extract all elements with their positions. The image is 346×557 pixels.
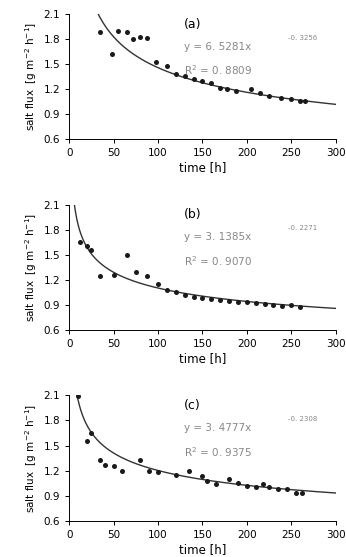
Text: (b): (b) xyxy=(184,208,201,221)
Point xyxy=(89,428,94,437)
Point xyxy=(146,466,152,475)
Point xyxy=(248,85,254,94)
Point xyxy=(89,245,94,254)
Point xyxy=(186,466,192,475)
Text: -0. 3256: -0. 3256 xyxy=(288,35,317,41)
Point xyxy=(98,271,103,280)
X-axis label: time [h]: time [h] xyxy=(179,352,226,365)
Point xyxy=(226,475,232,483)
Point xyxy=(120,466,125,475)
Point xyxy=(297,302,303,311)
Point xyxy=(173,470,179,479)
Point xyxy=(289,301,294,310)
Point xyxy=(226,296,232,305)
Point xyxy=(253,483,258,492)
Point xyxy=(124,250,130,259)
Point xyxy=(302,96,307,105)
Point xyxy=(182,291,188,300)
Point xyxy=(213,480,219,488)
Point xyxy=(234,86,239,95)
Point xyxy=(98,28,103,37)
Point xyxy=(173,70,179,79)
Y-axis label: salt flux  [g m$^{-2}$ h$^{-1}$]: salt flux [g m$^{-2}$ h$^{-1}$] xyxy=(24,403,39,512)
Point xyxy=(130,35,136,43)
Point xyxy=(145,34,150,43)
Text: (c): (c) xyxy=(184,399,201,412)
Point xyxy=(253,299,258,308)
Text: -0. 2271: -0. 2271 xyxy=(288,226,317,231)
Point xyxy=(266,91,272,100)
Point xyxy=(293,488,298,497)
Point xyxy=(84,242,90,251)
Point xyxy=(284,485,290,494)
Point xyxy=(164,61,170,70)
Point xyxy=(244,481,249,490)
Point xyxy=(111,271,116,280)
X-axis label: time [h]: time [h] xyxy=(179,543,226,555)
Text: R$^{2}$ = 0. 8809: R$^{2}$ = 0. 8809 xyxy=(184,63,252,77)
Y-axis label: salt flux  [g m$^{-2}$ h$^{-1}$]: salt flux [g m$^{-2}$ h$^{-1}$] xyxy=(24,22,39,131)
Point xyxy=(200,76,205,85)
Point xyxy=(75,392,81,400)
Point xyxy=(209,79,214,88)
Point xyxy=(155,280,161,289)
Point xyxy=(225,85,230,94)
Point xyxy=(200,472,205,481)
Point xyxy=(133,267,138,276)
Point xyxy=(204,476,210,485)
Point xyxy=(182,71,188,80)
Point xyxy=(244,298,249,307)
Point xyxy=(289,95,294,104)
Point xyxy=(278,93,283,102)
Y-axis label: salt flux  [g m$^{-2}$ h$^{-1}$]: salt flux [g m$^{-2}$ h$^{-1}$] xyxy=(24,213,39,322)
Point xyxy=(299,488,304,497)
Point xyxy=(164,286,170,295)
Point xyxy=(191,292,196,301)
Point xyxy=(111,462,116,471)
Point xyxy=(217,83,223,92)
X-axis label: time [h]: time [h] xyxy=(179,161,226,174)
Point xyxy=(173,288,179,297)
Point xyxy=(260,480,266,488)
Point xyxy=(297,96,303,105)
Point xyxy=(235,297,241,306)
Point xyxy=(275,485,281,494)
Text: y = 3. 1385x: y = 3. 1385x xyxy=(184,232,251,242)
Point xyxy=(217,296,223,305)
Text: R$^{2}$ = 0. 9375: R$^{2}$ = 0. 9375 xyxy=(184,445,252,459)
Point xyxy=(266,483,272,492)
Point xyxy=(124,28,130,37)
Point xyxy=(200,294,205,303)
Point xyxy=(235,478,241,487)
Text: R$^{2}$ = 0. 9070: R$^{2}$ = 0. 9070 xyxy=(184,254,252,268)
Point xyxy=(84,437,90,446)
Point xyxy=(154,58,159,67)
Point xyxy=(155,468,161,477)
Text: -0. 2308: -0. 2308 xyxy=(288,416,318,422)
Point xyxy=(137,33,143,42)
Point xyxy=(109,50,115,58)
Point xyxy=(102,460,108,469)
Point xyxy=(191,75,196,84)
Point xyxy=(77,238,83,247)
Point xyxy=(209,295,214,304)
Point xyxy=(271,301,276,310)
Point xyxy=(280,301,285,310)
Point xyxy=(98,455,103,464)
Point xyxy=(257,89,263,98)
Text: y = 3. 4777x: y = 3. 4777x xyxy=(184,423,251,433)
Point xyxy=(262,300,267,309)
Point xyxy=(115,26,121,35)
Point xyxy=(145,271,150,280)
Point xyxy=(137,455,143,464)
Text: y = 6. 5281x: y = 6. 5281x xyxy=(184,42,251,52)
Text: (a): (a) xyxy=(184,18,201,31)
